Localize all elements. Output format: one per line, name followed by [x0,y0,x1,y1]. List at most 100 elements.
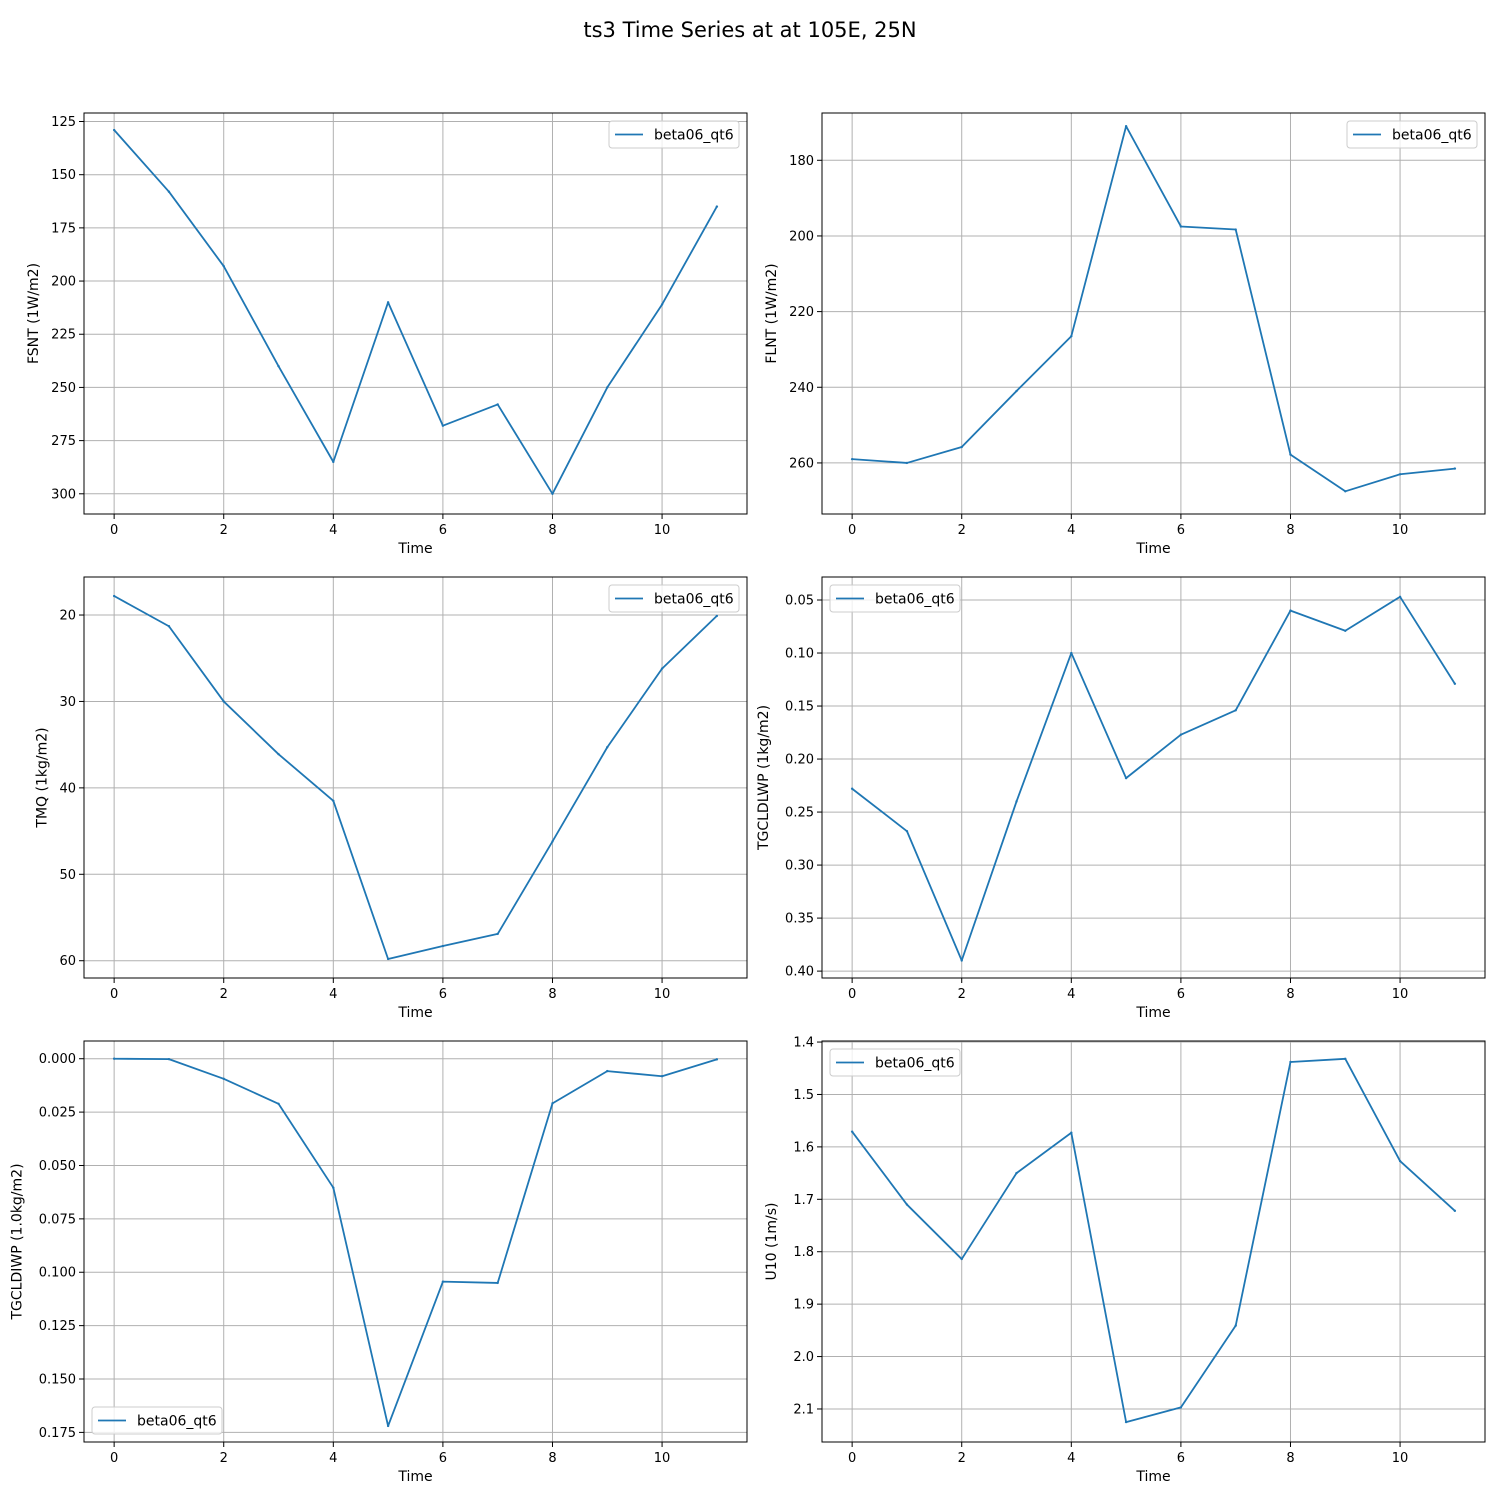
x-tick-label: 4 [1067,1451,1075,1466]
y-tick-label: 1.7 [793,1193,814,1208]
y-tick-label: 200 [789,229,814,244]
data-point [1234,228,1237,231]
data-point [332,799,335,803]
subplot-6: 0 2 4 6 8 10 1.4 1.5 1.6 1.7 1.8 1.9 2.0 2.1 Time U10 (… [764,1036,1486,1485]
data-point [1179,225,1183,228]
data-point [332,1186,335,1189]
x-axis-label: Time [397,1005,432,1021]
y-tick-label: 0.35 [785,912,814,927]
x-axis-label: Time [397,541,432,557]
data-point [167,625,171,628]
x-tick-label: 2 [958,523,966,538]
axes-frame [83,112,748,515]
legend: beta06_qt6 [91,1406,223,1435]
data-point [715,614,719,618]
y-tick-label: 0.125 [39,1319,76,1334]
data-point [960,959,963,962]
y-tick-label: 0.050 [39,1159,76,1174]
x-tick-label: 10 [654,1451,671,1466]
x-tick-label: 2 [220,1451,228,1466]
y-tick-label: 275 [51,434,76,449]
plot-area [822,113,1485,514]
legend: beta06_qt6 [608,584,740,613]
data-point [1124,776,1128,780]
series-line [113,129,718,495]
x-tick-label: 8 [548,1451,556,1466]
y-tick-label: 0.175 [39,1426,76,1441]
y-tick-label: 220 [789,305,814,320]
data-point [1344,490,1347,493]
y-tick-label: 225 [51,328,76,343]
x-tick-label: 6 [1177,987,1185,1002]
y-tick-label: 0.150 [39,1373,76,1388]
data-point [441,1280,445,1283]
legend-label: beta06_qt6 [654,128,734,144]
x-tick-label: 4 [329,987,337,1002]
data-point [606,386,609,389]
y-tick-label: 0.025 [39,1106,76,1121]
data-point [1179,733,1183,736]
data-point [850,1130,854,1133]
y-axis-label: TGCLDLWP (1kg/m2) [756,705,772,851]
subplot-2: 0 2 4 6 8 10 180 200 220 240 260 Time FLNT (1W/m2) be… [764,112,1486,557]
data-point [1070,651,1073,655]
y-tick-label: 2.0 [793,1350,814,1365]
data-point [551,492,554,495]
data-point [1234,709,1237,712]
x-tick-label: 6 [1177,523,1185,538]
legend-label: beta06_qt6 [875,592,955,608]
data-point [112,128,116,132]
data-point [606,1069,609,1073]
subplot-4: 0 2 4 6 8 10 0.05 0.10 0.15 0.20 0.25 0.30 0.35 0.40 T… [756,576,1486,1021]
x-tick-label: 4 [1067,523,1075,538]
plot-area [84,113,747,514]
x-tick-label: 2 [958,987,966,1002]
data-point [850,787,854,790]
data-point [112,1057,116,1060]
data-point [167,1057,171,1061]
data-point [660,303,664,306]
y-axis-label: TGCLDIWP (1.0kg/m2) [10,1163,26,1320]
data-point [905,829,909,833]
data-point [905,1203,909,1206]
x-tick-label: 6 [439,523,447,538]
data-point [1234,1324,1237,1327]
x-tick-label: 10 [654,523,671,538]
data-point [112,594,116,598]
plot-area [822,577,1485,978]
x-tick-label: 6 [439,1451,447,1466]
y-axis-label: U10 (1m/s) [764,1203,780,1281]
y-tick-label: 0.075 [39,1212,76,1227]
y-tick-label: 60 [59,954,76,969]
data-point [660,1075,664,1078]
y-tick-label: 180 [789,154,814,169]
legend-box [829,1048,961,1077]
y-tick-label: 200 [51,275,76,290]
data-point [222,1077,225,1080]
series-line [851,1057,1456,1423]
data-point [441,944,445,948]
legend-box [1346,120,1478,149]
y-tick-label: 2.1 [793,1402,814,1417]
legend-label: beta06_qt6 [137,1414,217,1430]
data-point [960,1257,963,1261]
x-tick-label: 8 [1286,987,1294,1002]
y-tick-label: 1.6 [793,1140,814,1155]
legend-box [608,120,740,149]
legend-box [608,584,740,613]
x-tick-label: 10 [1392,523,1409,538]
x-tick-label: 10 [1392,987,1409,1002]
data-point [277,752,280,756]
data-point [1124,1420,1128,1424]
x-tick-label: 8 [1286,523,1294,538]
x-tick-label: 2 [958,1451,966,1466]
data-point [1015,389,1018,393]
data-point [715,1058,719,1061]
x-tick-label: 8 [1286,1451,1294,1466]
data-point [332,460,335,464]
data-point [1070,334,1073,338]
legend-box [91,1406,223,1435]
x-tick-label: 10 [1392,1451,1409,1466]
x-tick-label: 0 [848,523,856,538]
data-point [1289,1060,1292,1064]
